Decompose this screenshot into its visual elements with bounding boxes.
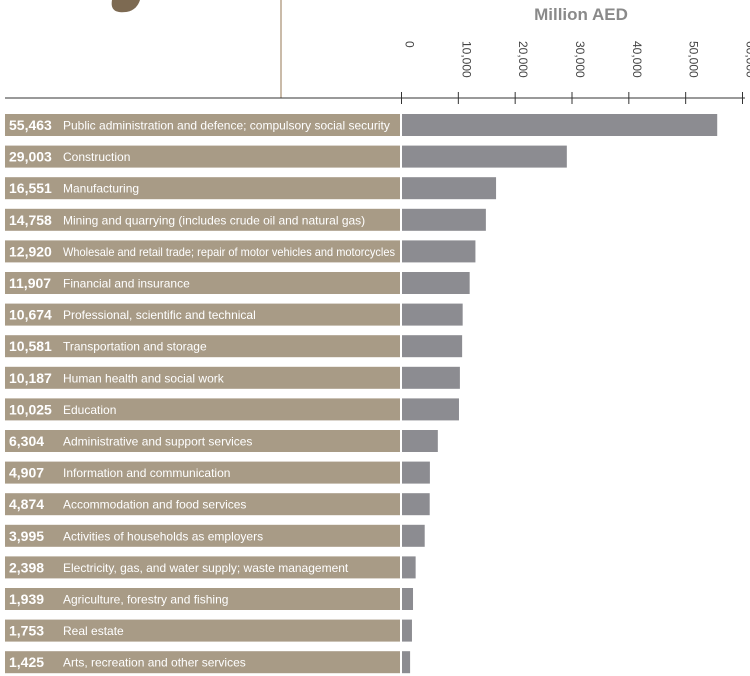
bar bbox=[402, 303, 463, 326]
bar-value-label: 4,874 bbox=[9, 496, 44, 512]
row-label-band bbox=[5, 651, 400, 674]
bar bbox=[402, 524, 425, 547]
category-label: Wholesale and retail trade; repair of mo… bbox=[63, 245, 395, 259]
unit-title: Million AED bbox=[534, 5, 628, 24]
bar-value-label: 1,753 bbox=[9, 623, 44, 639]
row-label-band bbox=[5, 335, 400, 358]
bar-value-label: 11,907 bbox=[9, 275, 51, 291]
category-label: Professional, scientific and technical bbox=[63, 308, 256, 322]
x-axis-ticks: 0 10,000 20,000 30,000 40,000 50,000 60,000 bbox=[401, 41, 750, 104]
bar bbox=[402, 556, 416, 579]
bar-value-label: 12,920 bbox=[9, 243, 52, 259]
bar bbox=[402, 461, 430, 484]
bar-value-label: 2,398 bbox=[9, 559, 44, 575]
bar-value-label: 10,187 bbox=[9, 370, 52, 386]
category-label: Accommodation and food services bbox=[63, 498, 246, 512]
category-label: Human health and social work bbox=[63, 371, 225, 385]
category-label: Manufacturing bbox=[63, 182, 139, 196]
bar bbox=[402, 619, 412, 642]
row-label-band bbox=[5, 303, 400, 326]
bar bbox=[402, 588, 414, 610]
category-label: Real estate bbox=[63, 624, 124, 638]
row-label-band bbox=[5, 493, 400, 516]
bar bbox=[402, 651, 411, 674]
bar-value-label: 16,551 bbox=[9, 180, 52, 196]
row-label-band bbox=[5, 240, 400, 263]
category-label: Administrative and support services bbox=[63, 435, 252, 449]
row-label-band bbox=[5, 208, 400, 231]
bar-value-label: 4,907 bbox=[9, 465, 44, 481]
row-label-band bbox=[5, 619, 400, 642]
bar bbox=[402, 208, 486, 231]
bar-value-label: 6,304 bbox=[9, 433, 44, 449]
category-label: Mining and quarrying (includes crude oil… bbox=[63, 213, 365, 227]
bar bbox=[402, 366, 460, 389]
x-tick-label: 50,000 bbox=[687, 41, 701, 78]
bar bbox=[402, 272, 470, 294]
bar-value-label: 3,995 bbox=[9, 528, 44, 544]
bar-rows: 55,463 Public administration and defence;… bbox=[5, 114, 718, 674]
bar bbox=[402, 114, 718, 136]
row-label-band bbox=[5, 588, 400, 610]
row-label-band bbox=[5, 461, 400, 484]
row-label-band bbox=[5, 430, 400, 452]
row-label-band bbox=[5, 177, 400, 200]
bar bbox=[402, 493, 430, 516]
x-tick-label: 20,000 bbox=[516, 41, 530, 78]
bar bbox=[402, 177, 497, 200]
category-label: Arts, recreation and other services bbox=[63, 656, 246, 670]
x-tick-label: 40,000 bbox=[630, 41, 644, 78]
row-label-band bbox=[5, 366, 400, 389]
bar-value-label: 10,581 bbox=[9, 338, 52, 354]
category-label: Public administration and defence; compu… bbox=[63, 119, 390, 133]
row-label-band bbox=[5, 398, 400, 421]
bar bbox=[402, 145, 567, 168]
row-label-band bbox=[5, 145, 400, 168]
bar-value-label: 1,939 bbox=[9, 591, 44, 607]
bar bbox=[402, 240, 476, 263]
bar-value-label: 10,025 bbox=[9, 401, 52, 417]
category-label: Construction bbox=[63, 150, 130, 164]
category-label: Transportation and storage bbox=[63, 340, 207, 354]
logo-fragment bbox=[111, 0, 140, 13]
bar-value-label: 14,758 bbox=[9, 212, 52, 228]
row-label-band bbox=[5, 556, 400, 579]
x-tick-label: 0 bbox=[403, 41, 417, 48]
bar-value-label: 1,425 bbox=[9, 654, 44, 670]
bar-value-label: 10,674 bbox=[9, 307, 52, 323]
category-label: Information and communication bbox=[63, 466, 230, 480]
category-label: Agriculture, forestry and fishing bbox=[63, 593, 228, 607]
row-label-band bbox=[5, 114, 400, 136]
bar bbox=[402, 335, 463, 358]
row-label-band bbox=[5, 524, 400, 547]
x-tick-label: 30,000 bbox=[573, 41, 587, 78]
bar bbox=[402, 430, 438, 452]
category-label: Financial and insurance bbox=[63, 277, 190, 291]
bar bbox=[402, 398, 459, 421]
bar-value-label: 55,463 bbox=[9, 117, 52, 133]
category-label: Education bbox=[63, 403, 116, 417]
x-tick-label: 10,000 bbox=[459, 41, 473, 78]
row-label-band bbox=[5, 272, 400, 294]
category-label: Electricity, gas, and water supply; wast… bbox=[63, 561, 349, 575]
bar-value-label: 29,003 bbox=[9, 149, 52, 165]
x-tick-label: 60,000 bbox=[744, 41, 750, 78]
category-label: Activities of households as employers bbox=[63, 529, 263, 543]
